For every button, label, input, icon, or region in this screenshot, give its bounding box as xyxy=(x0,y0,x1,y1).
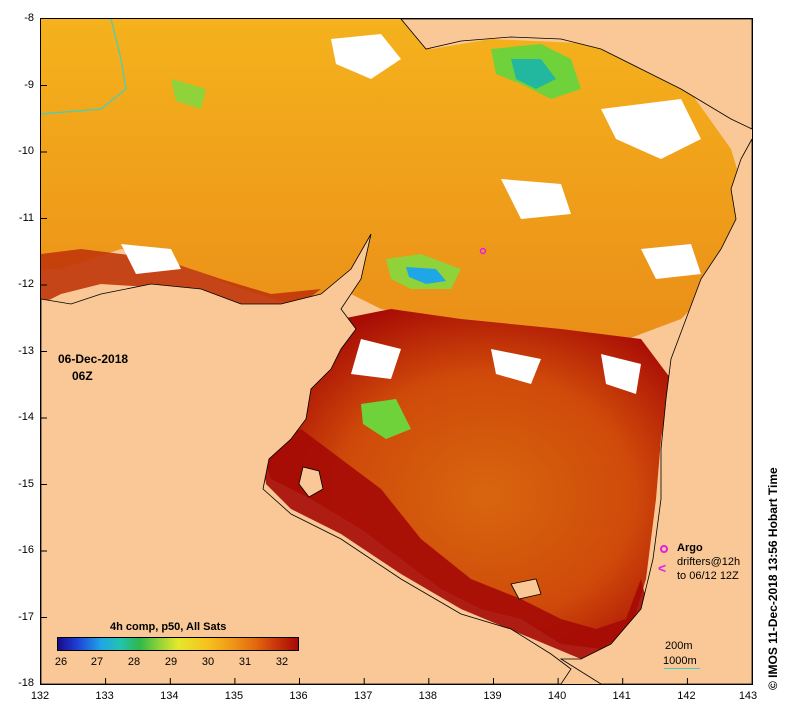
x-tick-label: 139 xyxy=(483,690,502,702)
colorbar-tick: 26 xyxy=(54,656,68,668)
x-tick-label: 136 xyxy=(289,690,308,702)
x-tick-label: 143 xyxy=(738,690,758,702)
depth-1000m-line xyxy=(664,668,700,669)
west-warm xyxy=(41,249,321,304)
cool-patch-2 xyxy=(511,59,556,89)
depth-200m-label: 200m xyxy=(665,640,693,652)
credit-label: © IMOS 11-Dec-2018 13:56 Hobart Time xyxy=(766,467,780,690)
colorbar-title: 4h comp, p50, All Sats xyxy=(110,621,227,633)
x-tick-label: 138 xyxy=(418,690,437,702)
cloud-5 xyxy=(351,339,401,379)
argo-float xyxy=(479,247,487,255)
x-tick-label: 135 xyxy=(224,690,244,702)
y-tick-label: -8 xyxy=(24,12,34,24)
land-arnhem xyxy=(41,233,572,684)
colorbar xyxy=(57,637,299,651)
y-tick-label: -18 xyxy=(18,677,34,689)
colorbar-tick: 32 xyxy=(275,656,289,668)
land-mornington xyxy=(510,578,542,600)
cool-patch-6 xyxy=(171,79,206,109)
y-tick-label: -11 xyxy=(18,211,34,224)
land-cape-york xyxy=(559,138,752,684)
x-tick-label: 132 xyxy=(30,690,50,702)
colorbar-tick: 27 xyxy=(90,656,104,668)
colorbar-tick: 28 xyxy=(127,656,141,668)
coastal-warm xyxy=(261,429,651,659)
y-tick-label: -9 xyxy=(24,78,34,91)
x-tick-label: 140 xyxy=(547,690,567,702)
land-new-guinea xyxy=(400,19,752,130)
y-tick-label: -13 xyxy=(18,344,34,357)
y-tick-label: -15 xyxy=(18,477,34,490)
drifter-arrow-icon: < xyxy=(658,560,667,576)
argo-icon xyxy=(660,545,668,553)
drifters-sublabel: to 06/12 12Z xyxy=(677,570,739,582)
y-tick-label: -16 xyxy=(18,544,34,556)
colorbar-tick: 30 xyxy=(201,656,215,668)
drifters-label: drifters@12h xyxy=(677,556,741,568)
x-tick-label: 141 xyxy=(612,690,631,702)
isobath-1000m xyxy=(41,19,127,115)
cloud-7 xyxy=(601,354,641,394)
x-tick-label: 137 xyxy=(354,690,373,702)
x-tick-label: 133 xyxy=(95,690,114,702)
cloud-4 xyxy=(641,244,701,279)
time-label: 06Z xyxy=(72,369,93,383)
land-island xyxy=(298,466,324,498)
cloud-3 xyxy=(501,179,571,219)
colorbar-tick: 31 xyxy=(238,656,252,668)
y-tick-label: -10 xyxy=(18,145,34,157)
depth-1000m-label: 1000m xyxy=(663,655,697,667)
y-tick-label: -14 xyxy=(18,411,34,423)
sst-map xyxy=(40,18,753,685)
colorbar-tick: 29 xyxy=(164,656,178,668)
x-tick-label: 142 xyxy=(677,690,696,702)
cloud-6 xyxy=(491,349,541,384)
y-tick-label: -17 xyxy=(18,610,34,623)
ocean-north xyxy=(41,19,746,349)
cloud-1 xyxy=(331,34,401,79)
date-label: 06-Dec-2018 xyxy=(58,352,129,366)
ocean-gulf xyxy=(261,309,671,649)
cool-patch-5 xyxy=(361,399,411,439)
cloud-2 xyxy=(601,99,701,159)
cool-patch-4 xyxy=(406,267,446,284)
argo-label: Argo xyxy=(677,542,703,554)
sst-map-canvas xyxy=(41,19,752,684)
x-tick-label: 134 xyxy=(160,690,179,702)
cloud-8 xyxy=(121,244,181,274)
y-tick-label: -12 xyxy=(18,278,34,290)
tick-marks xyxy=(41,85,688,684)
